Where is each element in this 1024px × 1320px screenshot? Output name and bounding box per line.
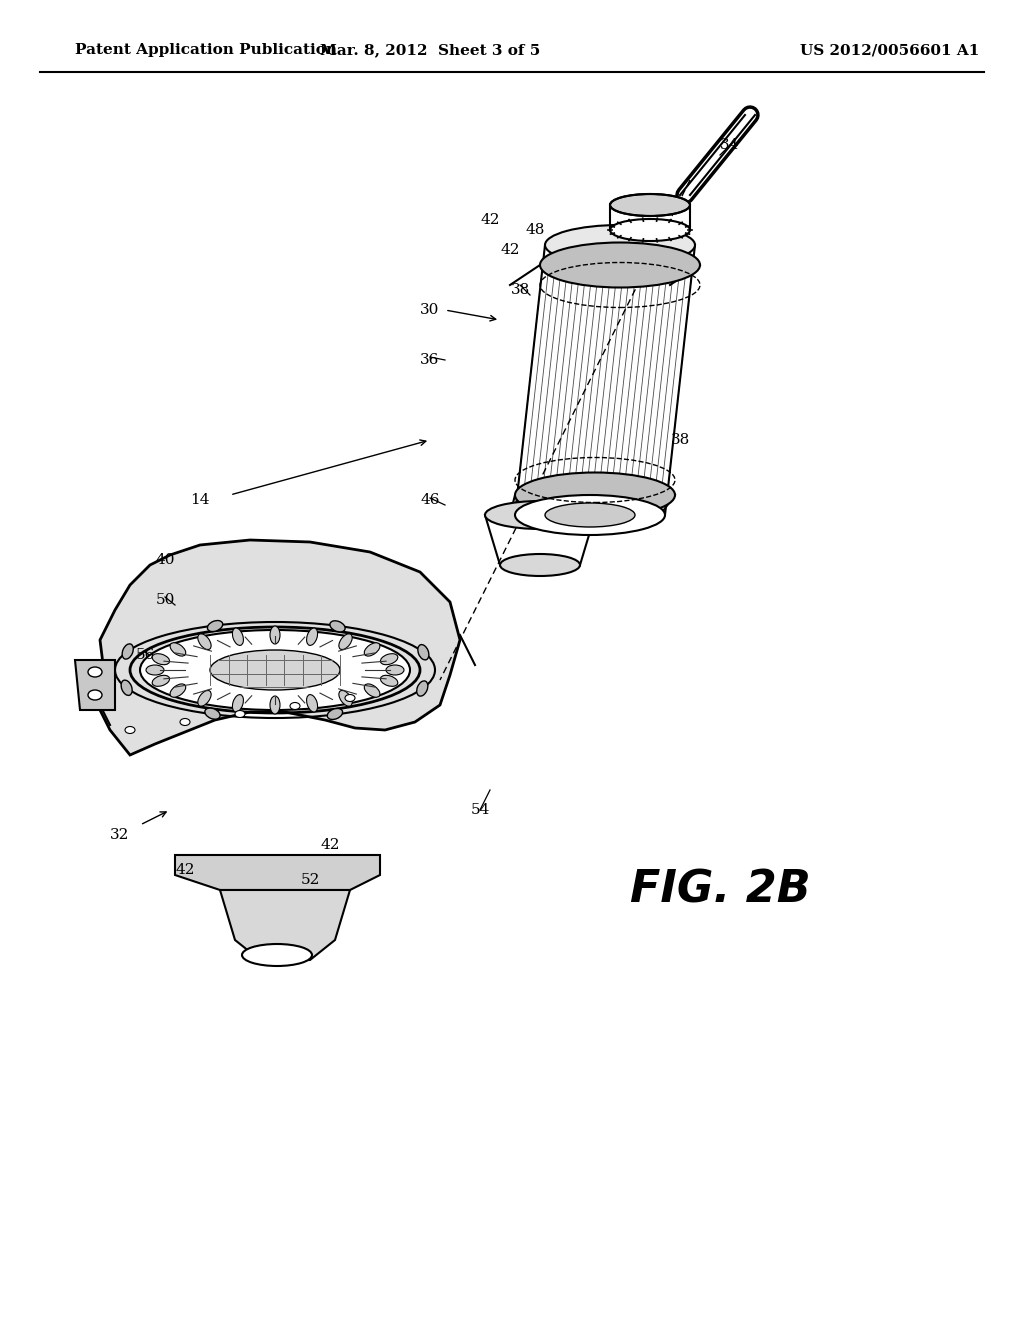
Text: 42: 42 xyxy=(480,213,500,227)
Ellipse shape xyxy=(232,694,244,711)
Text: 38: 38 xyxy=(510,282,529,297)
Ellipse shape xyxy=(198,690,211,706)
Ellipse shape xyxy=(88,690,102,700)
Text: 36: 36 xyxy=(420,352,439,367)
Ellipse shape xyxy=(198,634,211,649)
Ellipse shape xyxy=(515,495,665,535)
Text: 56: 56 xyxy=(135,648,155,663)
Ellipse shape xyxy=(545,224,695,265)
Ellipse shape xyxy=(330,620,345,632)
Text: 38: 38 xyxy=(671,433,689,447)
Ellipse shape xyxy=(140,630,410,710)
Polygon shape xyxy=(175,855,380,890)
Text: FIG. 2B: FIG. 2B xyxy=(630,869,810,912)
Ellipse shape xyxy=(210,649,340,690)
Text: 48: 48 xyxy=(525,223,545,238)
Ellipse shape xyxy=(208,620,222,631)
Polygon shape xyxy=(220,890,350,960)
Ellipse shape xyxy=(418,644,429,660)
Ellipse shape xyxy=(339,690,352,706)
Polygon shape xyxy=(95,540,460,755)
Ellipse shape xyxy=(744,111,756,120)
Ellipse shape xyxy=(290,702,300,710)
Ellipse shape xyxy=(381,676,398,686)
Text: 40: 40 xyxy=(156,553,175,568)
Text: 34: 34 xyxy=(720,139,739,152)
Ellipse shape xyxy=(306,694,317,711)
Ellipse shape xyxy=(540,243,700,288)
Ellipse shape xyxy=(125,726,135,734)
Ellipse shape xyxy=(328,709,343,719)
Ellipse shape xyxy=(170,684,185,697)
Ellipse shape xyxy=(88,667,102,677)
Ellipse shape xyxy=(242,944,312,966)
Ellipse shape xyxy=(365,684,380,697)
Ellipse shape xyxy=(500,554,580,576)
Text: 30: 30 xyxy=(420,304,439,317)
Ellipse shape xyxy=(339,634,352,649)
Text: 54: 54 xyxy=(470,803,489,817)
Ellipse shape xyxy=(232,628,244,645)
Text: 14: 14 xyxy=(190,492,210,507)
Ellipse shape xyxy=(345,694,355,701)
Text: 50: 50 xyxy=(156,593,175,607)
Ellipse shape xyxy=(146,665,164,675)
Ellipse shape xyxy=(381,653,398,665)
Polygon shape xyxy=(75,660,115,710)
Ellipse shape xyxy=(270,696,280,714)
Ellipse shape xyxy=(270,626,280,644)
Text: 46: 46 xyxy=(420,492,439,507)
Ellipse shape xyxy=(610,194,690,216)
Text: 42: 42 xyxy=(175,863,195,876)
Ellipse shape xyxy=(610,219,690,242)
Ellipse shape xyxy=(545,503,635,527)
Ellipse shape xyxy=(365,643,380,656)
Text: Mar. 8, 2012  Sheet 3 of 5: Mar. 8, 2012 Sheet 3 of 5 xyxy=(319,44,540,57)
Ellipse shape xyxy=(386,665,404,675)
Ellipse shape xyxy=(180,718,190,726)
Text: 42: 42 xyxy=(321,838,340,851)
Ellipse shape xyxy=(153,676,170,686)
Ellipse shape xyxy=(153,653,170,665)
Ellipse shape xyxy=(417,681,428,696)
Ellipse shape xyxy=(515,473,675,517)
Ellipse shape xyxy=(121,680,132,696)
Ellipse shape xyxy=(485,502,595,529)
Ellipse shape xyxy=(306,628,317,645)
Text: 42: 42 xyxy=(501,243,520,257)
Ellipse shape xyxy=(170,643,185,656)
Ellipse shape xyxy=(234,710,245,718)
Ellipse shape xyxy=(205,708,220,719)
Text: US 2012/0056601 A1: US 2012/0056601 A1 xyxy=(800,44,979,57)
Text: 52: 52 xyxy=(300,873,319,887)
Ellipse shape xyxy=(122,644,133,659)
Text: 32: 32 xyxy=(111,828,130,842)
Text: Patent Application Publication: Patent Application Publication xyxy=(75,44,337,57)
